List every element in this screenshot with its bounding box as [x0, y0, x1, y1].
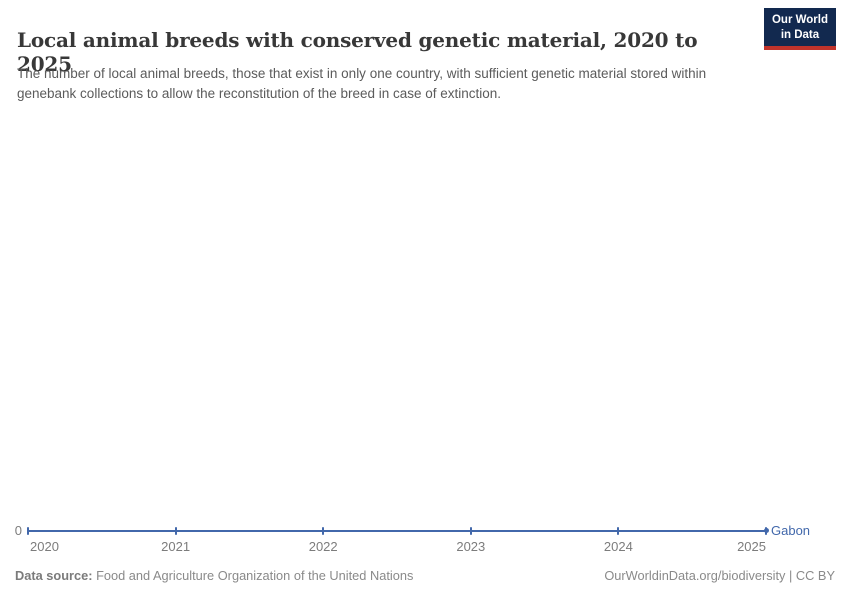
- data-point-2021: [174, 527, 177, 535]
- x-tick-label-2022: 2022: [308, 539, 338, 554]
- data-source-text: Food and Agriculture Organization of the…: [92, 568, 414, 583]
- x-tick-label-2023: 2023: [456, 539, 486, 554]
- data-point-2022: [322, 527, 325, 535]
- data-point-2023: [469, 527, 472, 535]
- x-tick-label-2025: 2025: [737, 539, 766, 554]
- data-point-2020: [27, 527, 29, 535]
- y-axis-zero-label: 0: [14, 523, 22, 538]
- entity-label-gabon[interactable]: Gabon: [771, 523, 811, 538]
- page-title: Local animal breeds with conserved genet…: [17, 28, 698, 77]
- owid-logo-line1: Our World: [771, 14, 828, 26]
- x-tick-label-2024: 2024: [603, 539, 633, 554]
- x-tick-label-2021: 2021: [161, 539, 191, 554]
- chart-footer: Data source: Food and Agriculture Organi…: [15, 568, 835, 583]
- owid-logo-line2: in Data: [780, 28, 820, 41]
- data-point-2024: [617, 527, 620, 535]
- data-source-note: Data source: Food and Agriculture Organi…: [15, 568, 413, 583]
- series-line-gabon[interactable]: [28, 530, 766, 532]
- data-point-2025: [765, 527, 767, 535]
- x-tick-label-2020: 2020: [30, 539, 59, 554]
- data-source-label: Data source:: [15, 568, 93, 583]
- chart-subtitle: The number of local animal breeds, those…: [17, 65, 707, 102]
- attribution-link[interactable]: OurWorldinData.org/biodiversity | CC BY: [604, 568, 835, 583]
- owid-logo[interactable]: Our World in Data: [763, 8, 836, 50]
